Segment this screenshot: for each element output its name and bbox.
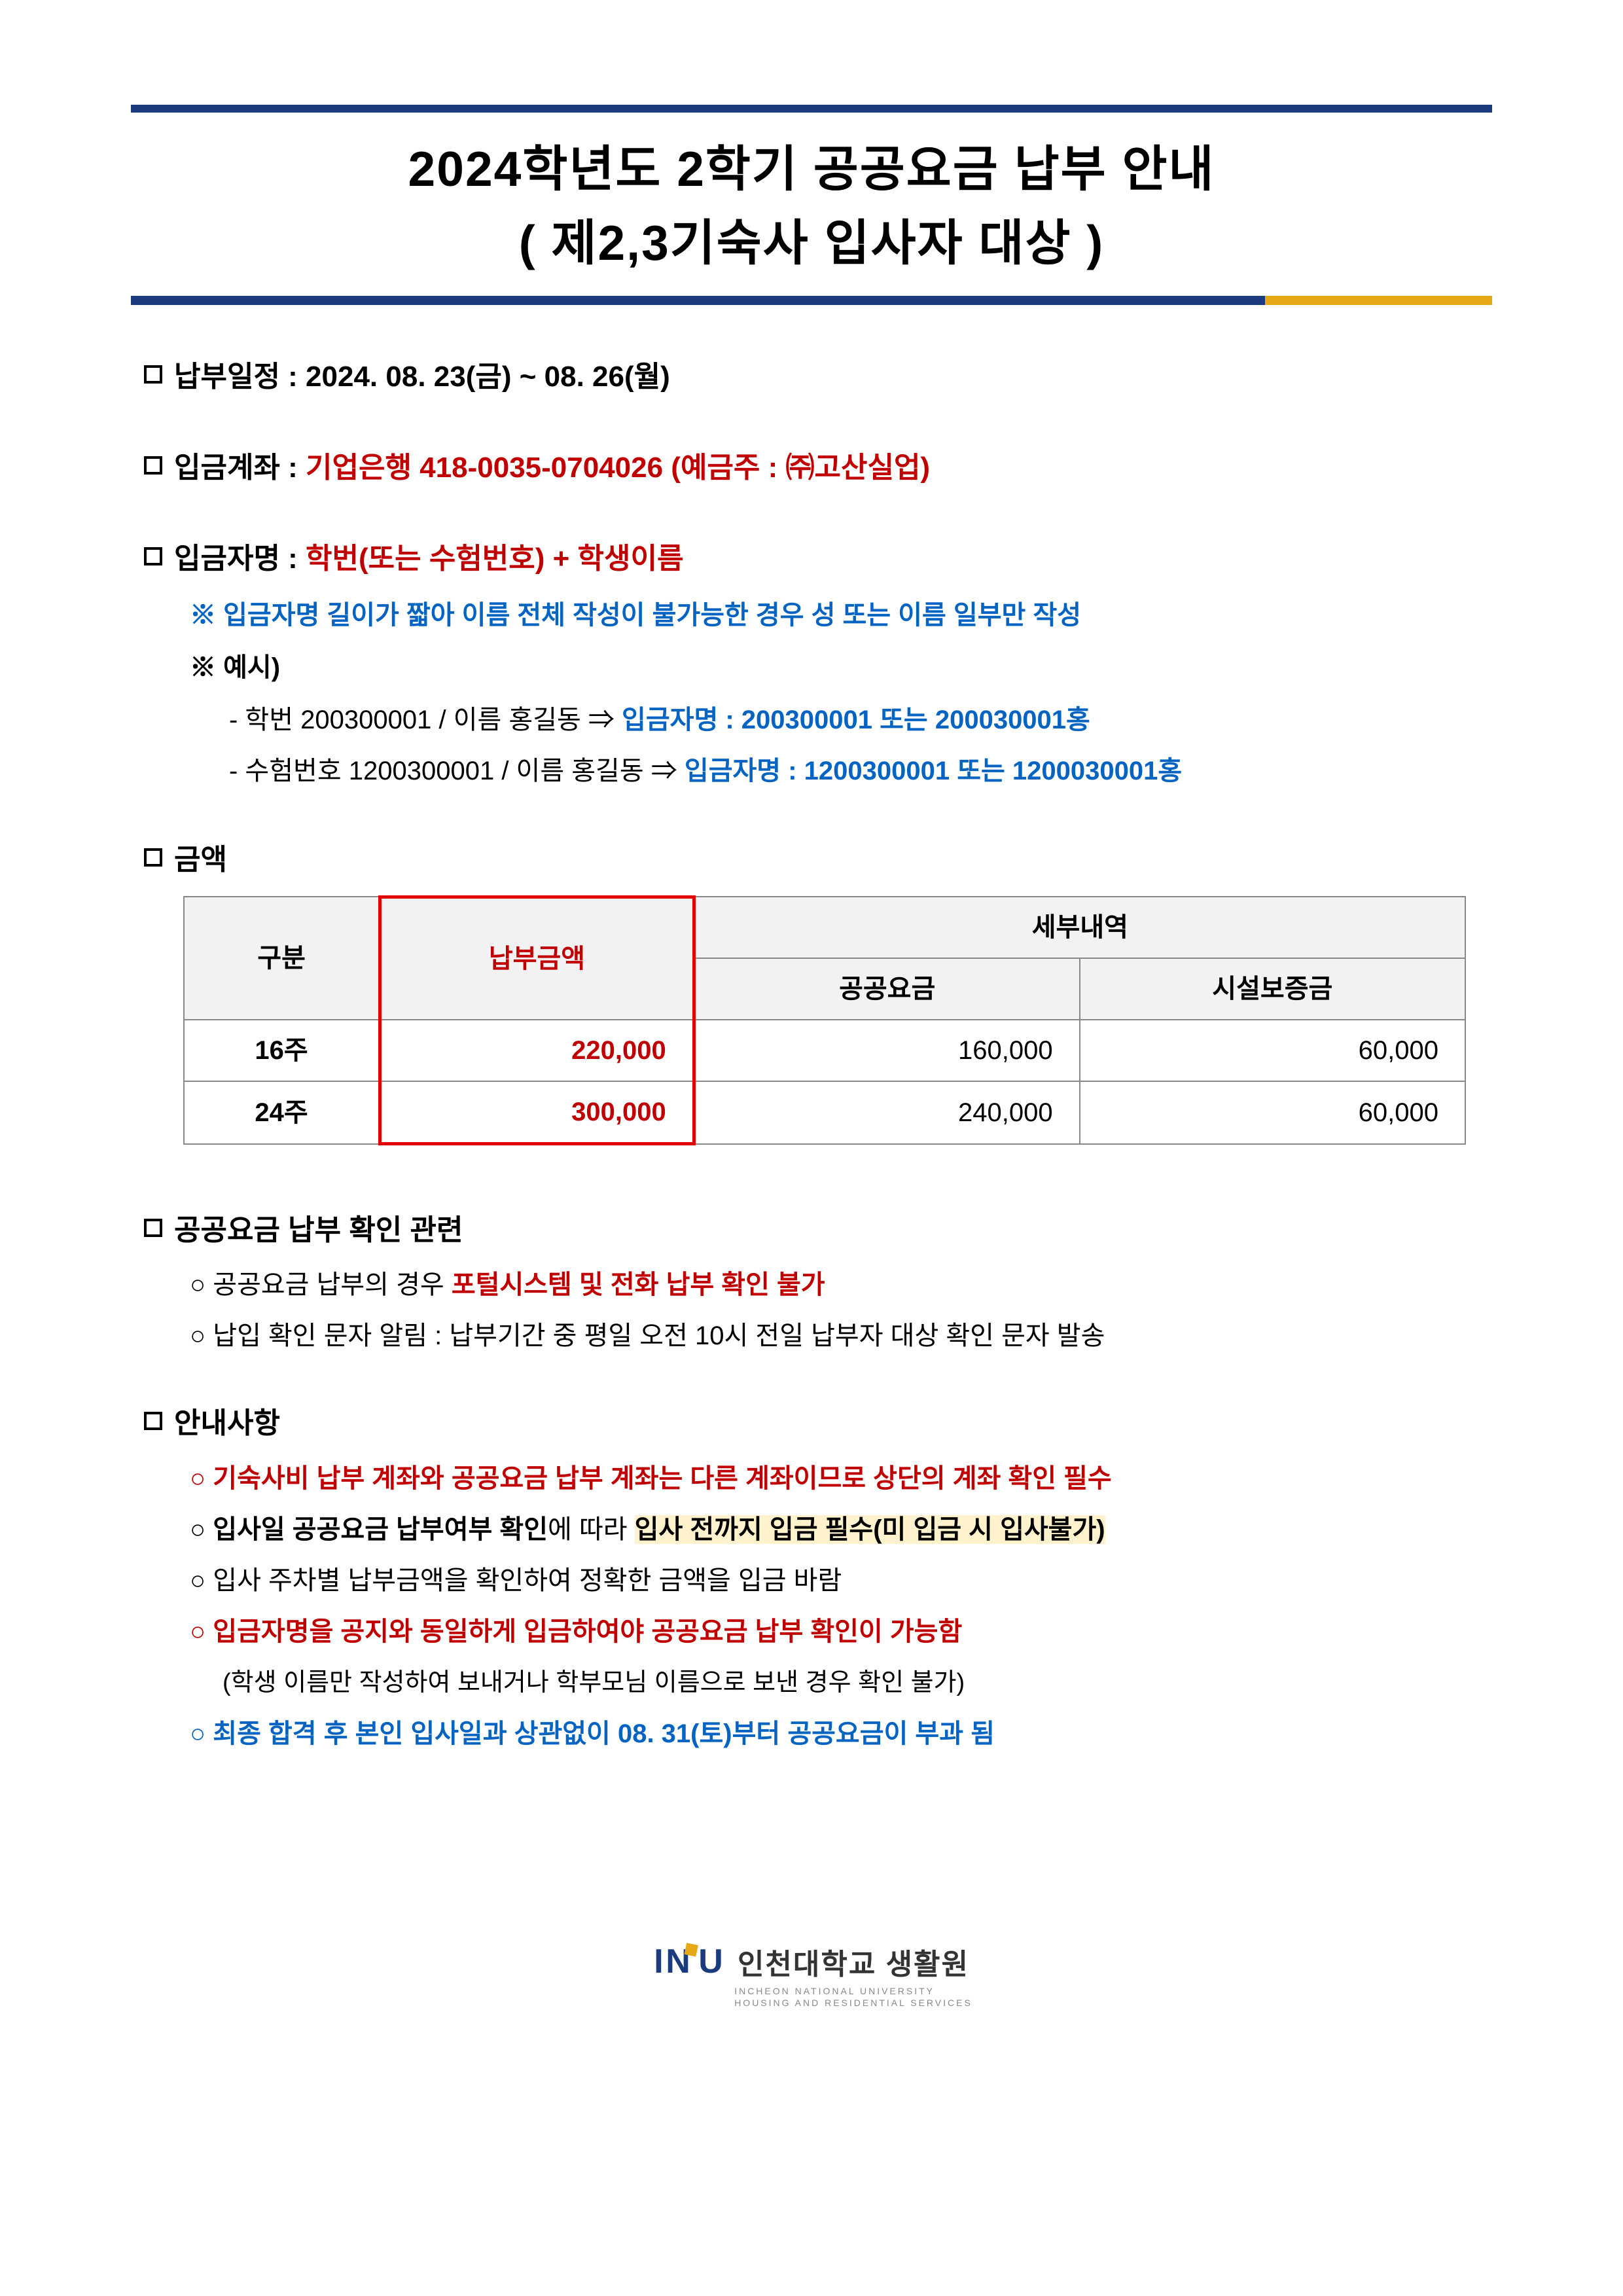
amount-section: 금액 구분 납부금액 세부내역 공공요금 시설보증금 16주 220,000 1… xyxy=(131,834,1492,1146)
bullet-icon xyxy=(144,456,162,475)
confirmation-item-2: ○ 납입 확인 문자 알림 : 납부기간 중 평일 오전 10시 전일 납부자 … xyxy=(190,1314,1492,1358)
depositor-label: 입금자명 xyxy=(174,543,280,575)
bullet-icon xyxy=(144,365,162,384)
bullet-icon xyxy=(144,547,162,565)
bullet-icon xyxy=(144,1219,162,1237)
th-deposit: 시설보증금 xyxy=(1080,958,1465,1020)
underline-yellow xyxy=(1265,296,1492,305)
depositor-note: ※ 입금자명 길이가 짧아 이름 전체 작성이 불가능한 경우 성 또는 이름 … xyxy=(190,592,1492,639)
th-utility: 공공요금 xyxy=(694,958,1079,1020)
notice-item-1: ○ 기숙사비 납부 계좌와 공공요금 납부 계좌는 다른 계좌이므로 상단의 계… xyxy=(190,1456,1492,1501)
example1-prefix: - 학번 200300001 / 이름 홍길동 ⇒ xyxy=(229,706,622,734)
notice-item-3: ○ 입사 주차별 납부금액을 확인하여 정확한 금액을 입금 바람 xyxy=(190,1558,1492,1603)
notice-item-4-sub: (학생 이름만 작성하여 보내거나 학부모님 이름으로 보낸 경우 확인 불가) xyxy=(223,1660,1492,1705)
conf1-prefix: ○ 공공요금 납부의 경우 xyxy=(190,1270,452,1299)
footer-logo: I N U 인천대학교 생활원 INCHEON NATIONAL UNIVERS… xyxy=(651,1939,972,2008)
confirmation-section: 공공요금 납부 확인 관련 ○ 공공요금 납부의 경우 포털시스템 및 전화 납… xyxy=(131,1204,1492,1358)
example-label: ※ 예시) xyxy=(190,644,1492,691)
account-text: 입금계좌 : 기업은행 418-0035-0704026 (예금주 : ㈜고산실… xyxy=(174,442,930,493)
svg-text:I: I xyxy=(654,1943,663,1981)
title-underline xyxy=(131,296,1492,305)
example-2: - 수험번호 1200300001 / 이름 홍길동 ⇒ 입금자명 : 1200… xyxy=(229,747,1492,795)
title-line-1: 2024학년도 2학기 공공요금 납부 안내 xyxy=(131,132,1492,206)
account-value: 기업은행 418-0035-0704026 (예금주 : ㈜고산실업) xyxy=(306,452,930,484)
example1-value: 입금자명 : 200300001 또는 200030001홍 xyxy=(622,706,1090,734)
depositor-value: 학번(또는 수험번호) + 학생이름 xyxy=(306,543,683,575)
schedule-section: 납부일정 : 2024. 08. 23(금) ~ 08. 26(월) xyxy=(131,351,1492,403)
title-line-2: ( 제2,3기숙사 입사자 대상 ) xyxy=(131,206,1492,280)
schedule-text: 납부일정 : 2024. 08. 23(금) ~ 08. 26(월) xyxy=(174,351,670,403)
conf1-red: 포털시스템 및 전화 납부 확인 불가 xyxy=(452,1270,825,1299)
bullet-icon xyxy=(144,1412,162,1430)
example2-prefix: - 수험번호 1200300001 / 이름 홍길동 ⇒ xyxy=(229,757,685,785)
account-label: 입금계좌 xyxy=(174,452,280,484)
th-payment: 납부금액 xyxy=(380,897,694,1020)
n2-bold: 입사일 공공요금 납부여부 확인 xyxy=(213,1515,548,1544)
footer-org-kr: 인천대학교 생활원 xyxy=(738,1941,969,1982)
notice-item-2: ○ 입사일 공공요금 납부여부 확인에 따라 입사 전까지 입금 필수(미 입금… xyxy=(190,1507,1492,1552)
cell-deposit: 60,000 xyxy=(1080,1081,1465,1144)
depositor-section: 입금자명 : 학번(또는 수험번호) + 학생이름 ※ 입금자명 길이가 짧아 … xyxy=(131,533,1492,794)
underline-blue xyxy=(131,296,1265,305)
amount-label: 금액 xyxy=(174,834,227,886)
depositor-text: 입금자명 : 학번(또는 수험번호) + 학생이름 xyxy=(174,533,683,584)
footer-org-en1: INCHEON NATIONAL UNIVERSITY xyxy=(734,1986,972,1996)
cell-utility: 160,000 xyxy=(694,1020,1079,1081)
cell-deposit: 60,000 xyxy=(1080,1020,1465,1081)
confirmation-item-1: ○ 공공요금 납부의 경우 포털시스템 및 전화 납부 확인 불가 xyxy=(190,1263,1492,1307)
n2-mid: 에 따라 xyxy=(548,1515,635,1544)
cell-category: 16주 xyxy=(184,1020,380,1081)
cell-payment: 220,000 xyxy=(380,1020,694,1081)
schedule-label: 납부일정 xyxy=(174,361,280,393)
footer-org-en2: HOUSING AND RESIDENTIAL SERVICES xyxy=(734,1998,972,2008)
amount-table: 구분 납부금액 세부내역 공공요금 시설보증금 16주 220,000 160,… xyxy=(183,895,1466,1146)
cell-category: 24주 xyxy=(184,1081,380,1144)
notice-label: 안내사항 xyxy=(174,1397,280,1449)
schedule-value: 2024. 08. 23(금) ~ 08. 26(월) xyxy=(306,361,670,393)
notice-section: 안내사항 ○ 기숙사비 납부 계좌와 공공요금 납부 계좌는 다른 계좌이므로 … xyxy=(131,1397,1492,1756)
th-category: 구분 xyxy=(184,897,380,1020)
top-rule xyxy=(131,105,1492,113)
bullet-icon xyxy=(144,848,162,867)
inu-logo-icon: I N U xyxy=(654,1939,726,1984)
confirmation-label: 공공요금 납부 확인 관련 xyxy=(174,1204,463,1256)
account-section: 입금계좌 : 기업은행 418-0035-0704026 (예금주 : ㈜고산실… xyxy=(131,442,1492,493)
n2-highlight: 입사 전까지 입금 필수(미 입금 시 입사불가) xyxy=(635,1515,1105,1544)
th-detail: 세부내역 xyxy=(694,897,1465,958)
example-1: - 학번 200300001 / 이름 홍길동 ⇒ 입금자명 : 2003000… xyxy=(229,696,1492,744)
table-row: 16주 220,000 160,000 60,000 xyxy=(184,1020,1465,1081)
example2-value: 입금자명 : 1200300001 또는 1200030001홍 xyxy=(685,757,1182,785)
svg-text:U: U xyxy=(698,1943,723,1981)
table-row: 24주 300,000 240,000 60,000 xyxy=(184,1081,1465,1144)
n2-prefix: ○ xyxy=(190,1515,213,1544)
cell-payment: 300,000 xyxy=(380,1081,694,1144)
notice-item-4: ○ 입금자명을 공지와 동일하게 입금하여야 공공요금 납부 확인이 가능함 xyxy=(190,1609,1492,1654)
notice-item-5: ○ 최종 합격 후 본인 입사일과 상관없이 08. 31(토)부터 공공요금이… xyxy=(190,1712,1492,1756)
cell-utility: 240,000 xyxy=(694,1081,1079,1144)
title-block: 2024학년도 2학기 공공요금 납부 안내 ( 제2,3기숙사 입사자 대상 … xyxy=(131,132,1492,279)
